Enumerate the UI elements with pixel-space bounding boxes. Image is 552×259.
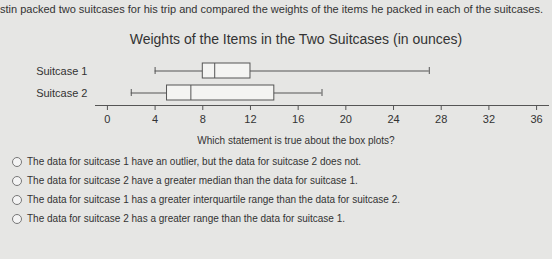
html-text:Weights of the Items in the Tw: Weights of the Items in the Two Suitcase… <box>129 31 463 47</box>
html-text:Which statement is true about: Which statement is true about the box pl… <box>197 135 395 146</box>
html-text:The data for suitcase 2 has a: The data for suitcase 2 has a greater ra… <box>27 213 345 224</box>
svg-text:24: 24 <box>387 113 399 125</box>
svg-text:12: 12 <box>244 113 256 125</box>
svg-text:36: 36 <box>530 113 542 125</box>
svg-text:4: 4 <box>152 113 158 125</box>
html-text:stin packed two suitcases for: stin packed two suitcases for his trip a… <box>0 3 543 15</box>
svg-text:28: 28 <box>435 113 447 125</box>
svg-text:Suitcase 1: Suitcase 1 <box>36 65 87 77</box>
html-text:The data for suitcase 2 have a: The data for suitcase 2 have a greater m… <box>27 175 358 186</box>
html-text:The data for suitcase 1 have a: The data for suitcase 1 have an outlier,… <box>27 156 362 167</box>
html-text:The data for suitcase 1 has a: The data for suitcase 1 has a greater in… <box>27 194 400 205</box>
svg-text:16: 16 <box>292 113 304 125</box>
svg-text:Suitcase 2: Suitcase 2 <box>36 87 87 99</box>
svg-text:20: 20 <box>340 113 352 125</box>
svg-text:8: 8 <box>200 113 206 125</box>
svg-text:0: 0 <box>104 113 110 125</box>
svg-text:32: 32 <box>483 113 495 125</box>
